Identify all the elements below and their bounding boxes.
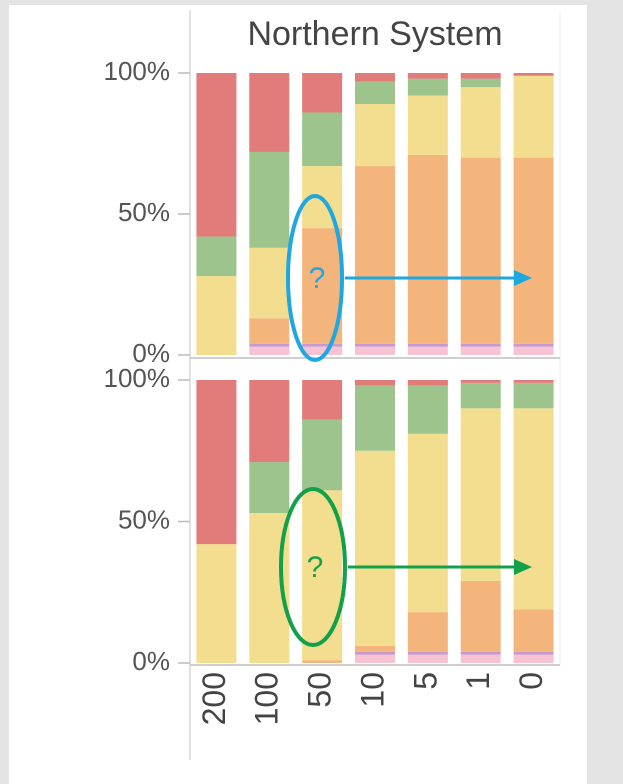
x-tick-label: 50	[302, 672, 338, 708]
bar-segment	[407, 73, 448, 79]
x-tick-label: 0	[513, 672, 549, 690]
bar-segment	[407, 651, 448, 655]
bar-segment	[407, 154, 448, 344]
bar-segment	[407, 654, 448, 663]
bar-segment	[460, 157, 501, 344]
bar-segment	[355, 343, 395, 347]
bar-segment	[460, 380, 501, 383]
bar-segment	[460, 73, 501, 79]
bar-segment	[249, 343, 290, 347]
bar-segment	[355, 385, 395, 451]
bar-segment	[407, 343, 448, 347]
bar-segment	[196, 276, 237, 355]
annotation-ellipse	[279, 487, 347, 647]
bar-segment	[460, 78, 501, 88]
bar-segment	[355, 651, 395, 655]
bar-segment	[513, 157, 554, 344]
bar-segment	[355, 166, 395, 344]
bar-segment	[249, 462, 290, 514]
bar-segment	[302, 419, 343, 491]
bar-segment	[407, 95, 448, 155]
bar-segment	[407, 612, 448, 652]
bar-segment	[407, 380, 448, 386]
x-tick-label: 1	[460, 672, 496, 690]
x-tick-label: 10	[354, 672, 390, 708]
bar-segment	[460, 343, 501, 347]
y-tick-label: 100%	[104, 363, 171, 393]
bar-segment	[249, 380, 290, 463]
bar-segment	[407, 78, 448, 96]
annotation-text: ?	[307, 551, 324, 584]
bar-segment	[355, 73, 395, 82]
bar-segment	[460, 382, 501, 409]
bar-segment	[249, 73, 290, 152]
y-tick-label: 100%	[104, 56, 171, 86]
bar-segment	[249, 247, 290, 319]
bar-segment	[355, 81, 395, 105]
annotation-arrowhead	[514, 559, 532, 575]
bar-segment	[355, 654, 395, 663]
bar-segment	[355, 104, 395, 167]
annotation-text: ?	[309, 262, 326, 295]
y-tick-label: 0%	[132, 646, 170, 676]
bar-segment	[302, 343, 343, 347]
y-tick-label: 50%	[118, 197, 170, 227]
bar-segment	[513, 408, 554, 610]
bar-segment	[407, 346, 448, 355]
bar-segment	[460, 346, 501, 355]
bar-segment	[355, 346, 395, 355]
bar-segment	[249, 151, 290, 248]
bar-segment	[302, 73, 343, 113]
bar-segment	[460, 651, 501, 655]
bar-segment	[513, 346, 554, 355]
bar-segment	[460, 580, 501, 652]
bar-segment	[407, 433, 448, 613]
bar-segment	[302, 346, 343, 355]
bar-segment	[513, 609, 554, 652]
bar-segment	[302, 660, 343, 663]
bar-segment	[407, 385, 448, 434]
annotation-arrowhead	[514, 270, 532, 286]
bar-segment	[460, 87, 501, 158]
bar-segment	[355, 450, 395, 647]
x-tick-label: 5	[407, 672, 443, 690]
bar-segment	[513, 654, 554, 663]
bar-segment	[355, 380, 395, 386]
bar-segment	[302, 490, 343, 661]
bar-segment	[513, 382, 554, 409]
bar-segment	[513, 343, 554, 347]
chart-title: Northern System	[247, 15, 502, 53]
y-tick-label: 0%	[132, 338, 170, 368]
bar-segment	[513, 73, 554, 76]
bar-segment	[460, 408, 501, 581]
bar-segment	[513, 75, 554, 158]
bar-segment	[196, 544, 237, 663]
bar-segment	[513, 380, 554, 383]
bar-segment	[355, 646, 395, 652]
bar-segment	[249, 346, 290, 355]
bar-segment	[196, 380, 237, 545]
x-tick-label: 100	[249, 672, 285, 725]
bar-segment	[196, 236, 237, 277]
bar-segment	[302, 112, 343, 167]
y-tick-label: 50%	[118, 504, 170, 534]
bar-segment	[302, 380, 343, 420]
annotation-ellipse	[286, 194, 344, 362]
bar-segment	[513, 651, 554, 655]
bar-segment	[460, 654, 501, 663]
bar-segment	[196, 73, 237, 237]
bar-segment	[249, 318, 290, 344]
x-tick-label: 200	[196, 672, 232, 725]
